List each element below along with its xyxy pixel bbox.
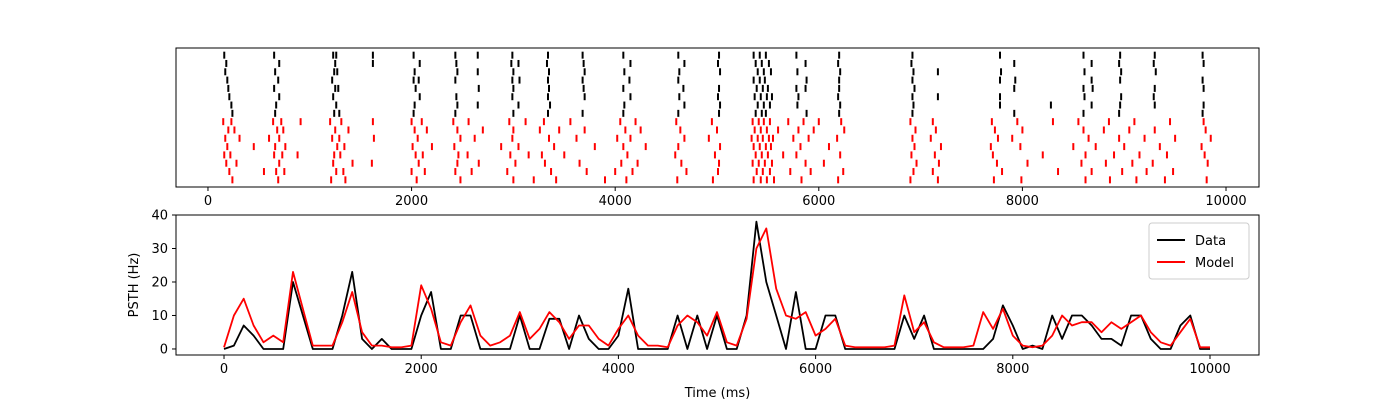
axes-frame [175,214,1260,356]
psth-line [223,227,1210,349]
y-tick-label: 40 [151,209,168,224]
y-tick-label: 30 [151,242,168,257]
y-tick-label: 10 [151,309,168,324]
x-tick-label: 4000 [599,194,632,209]
x-tick-label: 0 [204,194,212,209]
x-tick-label: 6000 [799,362,832,377]
x-tick-label: 2000 [405,362,438,377]
x-tick-label: 2000 [395,194,428,209]
legend: Data Model [1148,222,1250,280]
axes-frame [175,47,1260,188]
psth-line [223,220,1210,350]
legend-label: Data [1195,234,1226,249]
y-tick-label: 0 [160,342,168,357]
x-tick-label: 0 [220,362,228,377]
legend-label: Model [1195,256,1234,271]
x-tick-label: 4000 [602,362,635,377]
x-tick-label: 8000 [1006,194,1039,209]
x-tick-label: 10000 [1189,362,1230,377]
y-axis-label: PSTH (Hz) [127,253,142,318]
legend-box [1148,222,1250,280]
x-tick-label: 6000 [802,194,835,209]
x-axis-label: Time (ms) [684,386,751,400]
y-tick-label: 20 [151,275,168,290]
x-tick-label: 8000 [996,362,1029,377]
x-tick-label: 10000 [1205,194,1246,209]
